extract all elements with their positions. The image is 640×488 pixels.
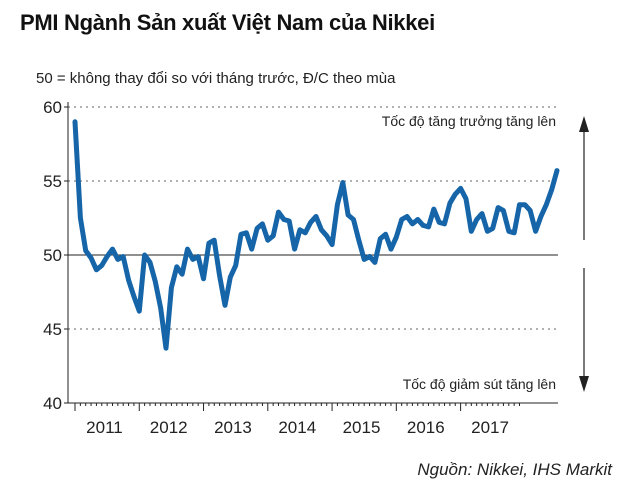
x-tick-label: 2011 (86, 418, 123, 437)
pmi-series-line (72, 119, 560, 351)
down-arrow-icon (579, 376, 589, 392)
chart-title: PMI Ngành Sản xuất Việt Nam của Nikkei (20, 10, 435, 35)
annotation-decline: Tốc độ giảm sút tăng lên (403, 376, 556, 392)
x-tick-label: 2017 (471, 418, 509, 437)
x-tick-label: 2015 (343, 418, 381, 437)
y-tick-label: 40 (43, 394, 62, 413)
annotation-growth: Tốc độ tăng trưởng tăng lên (382, 113, 556, 129)
x-tick-label: 2013 (214, 418, 252, 437)
chart-subtitle: 50 = không thay đổi so với tháng trước, … (36, 70, 396, 87)
y-tick-label: 55 (43, 172, 62, 191)
y-tick-label: 45 (43, 320, 62, 339)
x-tick-label: 2012 (150, 418, 188, 437)
y-tick-label: 60 (43, 98, 62, 117)
x-tick-label: 2016 (407, 418, 445, 437)
x-tick-label: 2014 (278, 418, 316, 437)
source-note: Nguồn: Nikkei, IHS Markit (417, 460, 612, 479)
up-arrow-icon (579, 116, 589, 132)
y-tick-label: 50 (43, 246, 62, 265)
